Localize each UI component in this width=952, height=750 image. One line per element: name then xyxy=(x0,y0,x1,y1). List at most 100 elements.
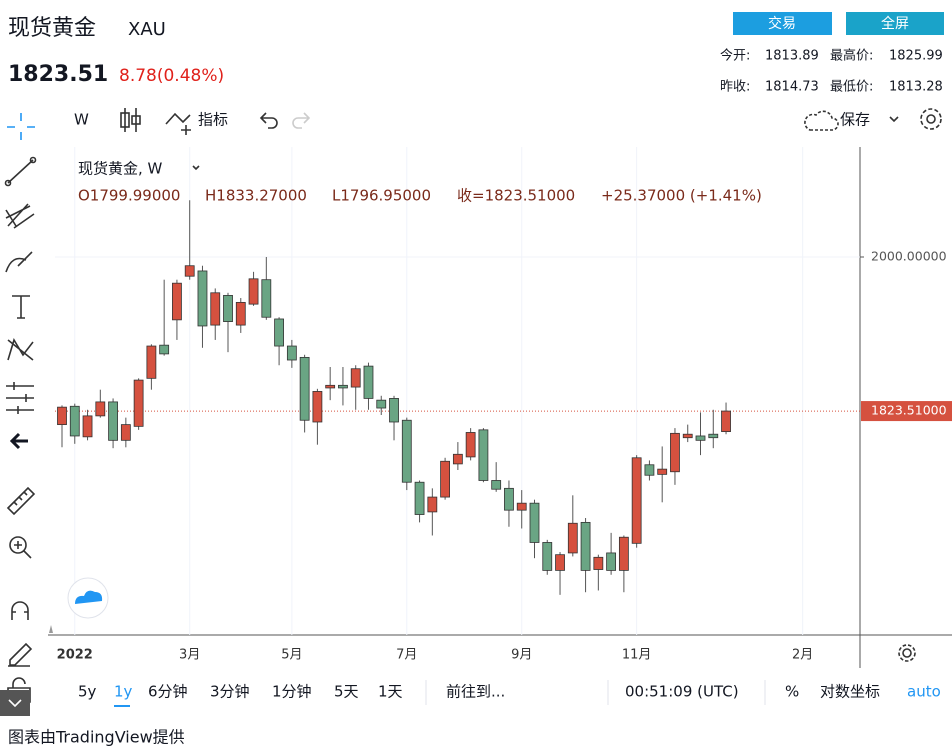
candle-body xyxy=(401,419,412,483)
candle-body xyxy=(440,460,451,498)
candle-body xyxy=(108,401,118,441)
settings-icon[interactable] xyxy=(920,108,942,130)
instrument-symbol: XAU xyxy=(128,19,166,40)
legend-value: L1796.95000 xyxy=(332,187,431,205)
percent-toggle[interactable]: % xyxy=(785,683,799,701)
stat-value: 1825.99 xyxy=(889,49,943,64)
candle-body xyxy=(363,365,374,399)
range-button[interactable]: 1y xyxy=(114,683,133,701)
candle-body xyxy=(82,415,93,438)
range-button[interactable]: 5y xyxy=(78,683,97,701)
button-label[interactable]: 全屏 xyxy=(881,15,909,32)
instrument-name: 现货黄金 xyxy=(8,16,96,41)
tool-dot xyxy=(4,179,12,187)
magnet-tool[interactable] xyxy=(11,601,29,620)
crosshair-tool[interactable] xyxy=(7,113,35,140)
collapse-button[interactable] xyxy=(0,690,30,716)
x-tick-label: 7月 xyxy=(396,648,417,663)
log-toggle[interactable]: 对数坐标 xyxy=(820,683,880,701)
candle-body xyxy=(631,457,642,544)
tool-dot xyxy=(29,156,37,164)
candle-body xyxy=(261,279,272,318)
candle-body xyxy=(184,265,195,277)
prediction-tool[interactable] xyxy=(6,382,34,414)
ruler-tool[interactable] xyxy=(6,486,36,516)
stat-value: 1813.89 xyxy=(765,49,819,64)
price-change: 8.78(0.48%) xyxy=(119,66,224,86)
stats: 今开: 1813.89 最高价: 1825.99 昨收: 1814.73 最低价… xyxy=(720,48,943,95)
indicator-icon[interactable] xyxy=(165,112,191,135)
legend-chevron[interactable] xyxy=(192,165,200,171)
candle-body xyxy=(146,345,157,379)
candle-body xyxy=(210,292,221,326)
indicators-button[interactable]: 指标 xyxy=(198,111,228,129)
candle-body xyxy=(299,356,310,421)
button-bg xyxy=(733,12,832,35)
fullscreen-button[interactable]: 全屏 xyxy=(846,12,944,35)
candle-body xyxy=(682,433,693,439)
candle-body xyxy=(452,453,463,465)
axis-settings[interactable] xyxy=(898,644,916,662)
x-tick-label: 9月 xyxy=(511,648,532,663)
range-button[interactable]: 1分钟 xyxy=(272,683,312,701)
candle-body xyxy=(223,295,233,322)
candle-body xyxy=(286,345,297,361)
redo[interactable] xyxy=(292,112,311,129)
trend-line-tool[interactable] xyxy=(7,159,34,184)
range-button[interactable]: 6分钟 xyxy=(148,683,188,701)
candle-body xyxy=(618,536,629,571)
button-label[interactable]: 交易 xyxy=(768,15,796,32)
candle-body xyxy=(555,554,565,571)
range-button[interactable]: 1天 xyxy=(378,683,403,701)
candle-body xyxy=(708,433,719,439)
candle-body xyxy=(465,432,476,458)
chevron[interactable] xyxy=(889,116,899,123)
x-tick-label: 3月 xyxy=(179,648,200,663)
text-tool[interactable] xyxy=(12,295,30,319)
candle-body xyxy=(427,496,438,513)
interval-button[interactable]: W xyxy=(74,111,89,129)
tv-logo xyxy=(75,590,103,604)
candle-body xyxy=(389,398,399,423)
candle-body xyxy=(248,278,259,305)
candle-body xyxy=(580,521,591,571)
candle-body xyxy=(606,552,617,571)
candle-body xyxy=(542,542,553,571)
stat-label: 昨收: xyxy=(720,80,750,95)
candle-body xyxy=(133,379,144,427)
candle-body xyxy=(57,406,67,426)
range-bar: 5y 1y 6分钟 3分钟 1分钟 5天 1天 xyxy=(78,683,403,707)
undo[interactable] xyxy=(259,112,278,129)
candle-body xyxy=(529,502,540,543)
candle-body xyxy=(338,384,348,389)
last-price-box xyxy=(861,401,952,422)
stat-label: 最低价: xyxy=(830,80,873,95)
candle-body xyxy=(644,464,655,476)
range-button[interactable]: 5天 xyxy=(334,683,359,701)
zoom-tool[interactable] xyxy=(9,536,27,554)
cloud-icon[interactable] xyxy=(804,110,839,131)
range-button[interactable]: 3分钟 xyxy=(210,683,250,701)
goto-button[interactable]: 前往到... xyxy=(446,683,505,701)
x-tick-label: 11月 xyxy=(622,648,652,663)
candle-body xyxy=(159,344,170,355)
fib-tool[interactable] xyxy=(5,203,35,229)
last-price: 1823.51 xyxy=(8,62,108,87)
candle-body xyxy=(69,405,80,437)
chart-type-icon[interactable] xyxy=(120,108,141,132)
lock-drawing-tool[interactable] xyxy=(8,642,33,667)
candle-body xyxy=(567,522,578,554)
auto-toggle[interactable]: auto xyxy=(907,683,941,701)
candle-body xyxy=(414,481,425,515)
save-button[interactable]: 保存 xyxy=(840,111,870,129)
candle-body xyxy=(197,270,208,327)
candle-body xyxy=(95,401,106,417)
pattern-tool[interactable] xyxy=(7,338,34,361)
candle-body xyxy=(325,384,336,389)
plot-area xyxy=(55,147,864,635)
brush-tool[interactable] xyxy=(5,251,33,273)
back-tool[interactable] xyxy=(9,432,28,450)
trade-button[interactable]: 交易 xyxy=(733,12,832,35)
x-tick-label: 2月 xyxy=(792,648,813,663)
